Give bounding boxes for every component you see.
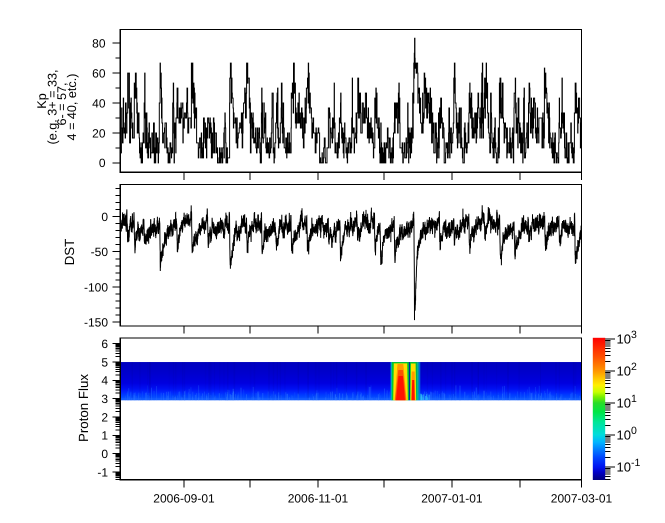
- svg-text:60: 60: [92, 66, 106, 80]
- svg-text:2: 2: [101, 410, 108, 424]
- svg-text:Proton Flux: Proton Flux: [76, 374, 91, 442]
- svg-text:Kp: Kp: [35, 93, 49, 108]
- svg-text:80: 80: [92, 36, 106, 50]
- svg-text:-50: -50: [91, 245, 109, 259]
- svg-text:2007-03-01: 2007-03-01: [551, 492, 613, 506]
- svg-text:20: 20: [92, 126, 106, 140]
- svg-text:1: 1: [101, 429, 108, 443]
- svg-text:(e.g. 3+ = 33,: (e.g. 3+ = 33,: [46, 70, 60, 145]
- svg-text:0: 0: [101, 210, 108, 224]
- svg-text:0: 0: [101, 447, 108, 461]
- svg-text:2006-11-01: 2006-11-01: [288, 492, 349, 506]
- svg-text:-100: -100: [84, 280, 108, 294]
- svg-text:-150: -150: [84, 316, 108, 330]
- svg-text:-1: -1: [97, 465, 108, 479]
- svg-text:2007-01-01: 2007-01-01: [421, 492, 483, 506]
- svg-text:5: 5: [101, 355, 108, 369]
- svg-text:40: 40: [92, 96, 106, 110]
- svg-text:6- = 57,: 6- = 57,: [55, 82, 69, 125]
- svg-text:3: 3: [101, 392, 108, 406]
- svg-text:4 = 40, etc.): 4 = 40, etc.): [65, 74, 79, 141]
- svg-text:DST: DST: [62, 239, 77, 266]
- svg-text:6: 6: [101, 337, 108, 351]
- svg-text:4: 4: [101, 374, 108, 388]
- svg-text:2006-09-01: 2006-09-01: [153, 492, 215, 506]
- svg-text:0: 0: [99, 156, 106, 170]
